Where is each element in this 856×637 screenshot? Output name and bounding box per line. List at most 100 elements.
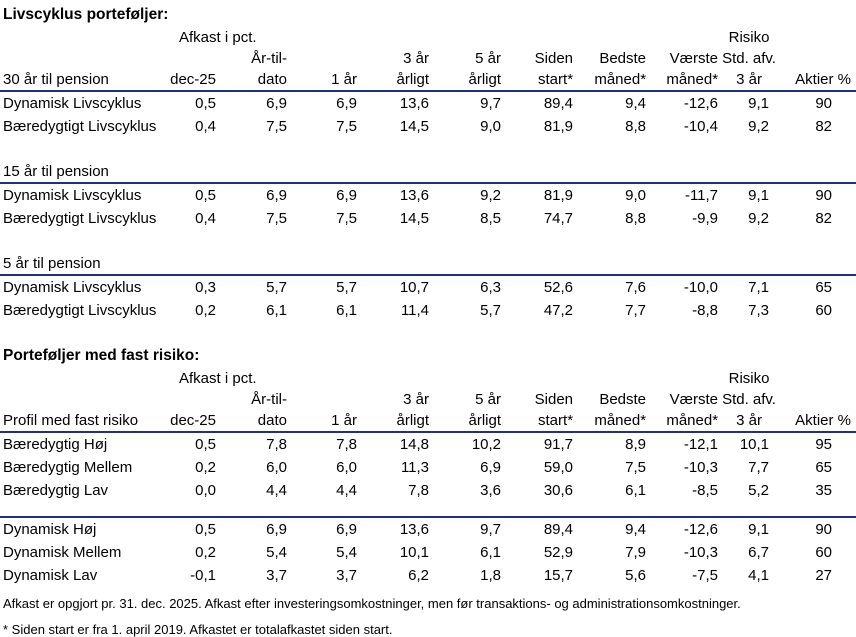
table-row: Dynamisk Livscyklus 0,3 5,7 5,7 10,7 6,3… (0, 275, 856, 298)
cell: 47,2 (543, 302, 574, 319)
cell: 9,7 (480, 95, 502, 112)
cell: 11,3 (400, 459, 430, 476)
cell: 74,7 (543, 210, 574, 227)
col-header-month: dec-25 (170, 410, 220, 433)
cell: 9,0 (625, 187, 647, 204)
fixed-risk-table: Afkast i pct. Risiko År-til- 3 år 5 år S… (0, 368, 856, 586)
cell: 7,6 (625, 279, 647, 296)
risiko-group-label: Risiko (728, 370, 770, 387)
section-header-15y: 15 år til pension (0, 159, 856, 184)
cell: 7,5 (336, 210, 357, 227)
cell: 30,6 (543, 482, 574, 499)
row-label: Bæredygtigt Livscyklus (3, 118, 157, 135)
col-header-since: Siden (534, 391, 574, 408)
cell: -12,1 (683, 436, 719, 453)
cell: 35 (815, 482, 833, 499)
cell: 9,2 (480, 187, 502, 204)
cell: 3,7 (336, 567, 357, 584)
row-label: Bæredygtigt Livscyklus (3, 302, 157, 319)
cell: 65 (815, 279, 833, 296)
section-label: 5 år til pension (0, 251, 856, 276)
cell: 0,3 (195, 279, 216, 296)
row-label: Bæredygtigt Livscyklus (3, 210, 157, 227)
cell: 7,7 (625, 302, 647, 319)
row-label: Bæredygtig Lav (3, 482, 109, 499)
cell: -0,1 (190, 567, 216, 584)
col-header-5y: 5 år (475, 391, 502, 408)
afkast-group-label: Afkast i pct. (179, 370, 257, 387)
cell: 6,2 (408, 567, 430, 584)
cell: 7,1 (748, 279, 770, 296)
section-label: 15 år til pension (0, 159, 856, 184)
col-header-1y: 1 år (291, 410, 361, 433)
cell: 6,1 (266, 302, 287, 319)
cell: 9,2 (748, 118, 770, 135)
table-row: Dynamisk Høj 0,5 6,9 6,9 13,6 9,7 89,4 9… (0, 517, 856, 540)
cell: 15,7 (543, 567, 574, 584)
cell: 9,4 (625, 521, 647, 538)
row-label: Dynamisk Livscyklus (3, 187, 142, 204)
cell: 8,5 (480, 210, 502, 227)
col-header-worst: Værste (669, 50, 719, 67)
row-label: Bæredygtig Høj (3, 436, 108, 453)
cell: 6,9 (266, 187, 287, 204)
cell: 10,2 (471, 436, 502, 453)
cell: 6,1 (336, 302, 357, 319)
cell: 3,7 (266, 567, 287, 584)
cell: 6,1 (625, 482, 647, 499)
cell: 1,8 (480, 567, 502, 584)
col-header-equity: Aktier % (788, 69, 856, 92)
col-header-ytd: År-til- (251, 391, 287, 408)
cell: 0,5 (195, 187, 216, 204)
cell: 10,1 (399, 544, 430, 561)
table-row: Dynamisk Livscyklus 0,5 6,9 6,9 13,6 9,2… (0, 183, 856, 206)
cell: 6,0 (266, 459, 287, 476)
cell: 7,5 (625, 459, 647, 476)
cell: 6,0 (336, 459, 357, 476)
cell: 5,7 (336, 279, 357, 296)
header-row-1: Afkast i pct. Risiko (0, 368, 856, 389)
col-header-std: Std. afv. (722, 50, 776, 67)
header-row-1: Afkast i pct. Risiko (0, 27, 856, 48)
cell: 95 (815, 436, 833, 453)
cell: 3,6 (480, 482, 502, 499)
table-row: Dynamisk Mellem 0,2 5,4 5,4 10,1 6,1 52,… (0, 540, 856, 563)
cell: 60 (815, 302, 833, 319)
col-header-since: Siden (534, 50, 574, 67)
report-page: Livscyklus porteføljer: Afkast i pct. Ri… (0, 6, 856, 637)
cell: 8,8 (625, 210, 647, 227)
table-row: Bæredygtig Mellem 0,2 6,0 6,0 11,3 6,9 5… (0, 455, 856, 478)
cell: 27 (815, 567, 833, 584)
cell: 5,7 (266, 279, 287, 296)
cell: 13,6 (399, 187, 430, 204)
spacer-row (0, 137, 856, 159)
cell: 90 (815, 95, 833, 112)
cell: 0,2 (195, 302, 216, 319)
row-label: Dynamisk Mellem (3, 544, 122, 561)
cell: 4,1 (748, 567, 770, 584)
section-header-30y: 30 år til pension (0, 69, 170, 92)
col-header-equity: Aktier % (788, 410, 856, 433)
cell: 5,7 (480, 302, 502, 319)
row-label: Dynamisk Lav (3, 567, 98, 584)
section-header-fixed-risk: Profil med fast risiko (0, 410, 170, 433)
table-row: Dynamisk Livscyklus 0,5 6,9 6,9 13,6 9,7… (0, 91, 856, 114)
col-header-3y: 3 år (403, 50, 430, 67)
cell: -10,0 (683, 279, 719, 296)
cell: 4,4 (336, 482, 357, 499)
cell: 6,9 (480, 459, 502, 476)
header-row-2: År-til- 3 år 5 år Siden Bedste Værste St… (0, 48, 856, 69)
cell: -12,6 (683, 521, 719, 538)
cell: 7,9 (625, 544, 647, 561)
cell: -7,5 (692, 567, 719, 584)
cell: 91,7 (543, 436, 574, 453)
cell: 82 (815, 210, 833, 227)
cell: 9,7 (480, 521, 502, 538)
cell: 7,5 (266, 118, 287, 135)
cell: 9,1 (748, 187, 770, 204)
cell: -10,4 (683, 118, 719, 135)
cell: -9,9 (692, 210, 719, 227)
cell: 60 (815, 544, 833, 561)
cell: 6,1 (480, 544, 502, 561)
cell: 13,6 (399, 521, 430, 538)
